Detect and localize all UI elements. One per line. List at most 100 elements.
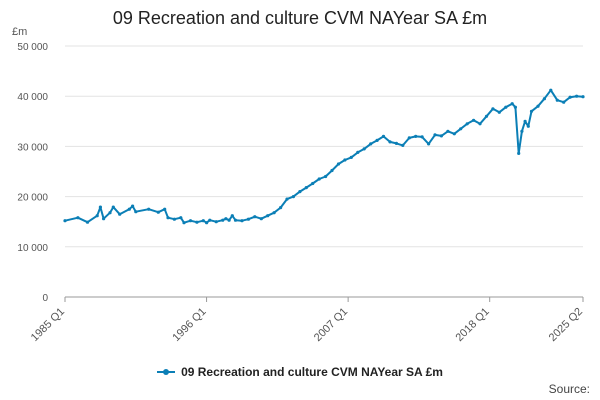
data-point[interactable] xyxy=(127,207,131,211)
data-point[interactable] xyxy=(401,143,405,147)
data-point[interactable] xyxy=(324,174,328,179)
data-point[interactable] xyxy=(562,100,566,104)
data-point[interactable] xyxy=(95,214,99,218)
data-point[interactable] xyxy=(259,217,263,221)
data-point[interactable] xyxy=(407,136,411,140)
data-point[interactable] xyxy=(336,162,341,166)
data-point[interactable] xyxy=(517,151,521,155)
data-point[interactable] xyxy=(478,122,482,126)
series-line xyxy=(64,89,584,224)
y-tick-label: 50 000 xyxy=(17,42,48,53)
data-point[interactable] xyxy=(330,168,334,173)
data-point[interactable] xyxy=(529,109,534,113)
data-point[interactable] xyxy=(240,219,244,223)
data-point[interactable] xyxy=(317,177,321,181)
y-tick-label: 10 000 xyxy=(17,243,48,254)
legend[interactable]: 09 Recreation and culture CVM NAYear SA … xyxy=(0,365,600,379)
data-point[interactable] xyxy=(311,181,315,186)
series-layer xyxy=(63,88,585,225)
data-point[interactable] xyxy=(568,95,572,99)
data-point[interactable] xyxy=(85,220,90,224)
data-point[interactable] xyxy=(182,221,186,225)
data-point[interactable] xyxy=(172,217,176,221)
data-point[interactable] xyxy=(285,197,289,201)
data-point[interactable] xyxy=(472,118,476,122)
data-point[interactable] xyxy=(156,210,160,214)
data-point[interactable] xyxy=(118,212,122,216)
data-point[interactable] xyxy=(491,107,495,111)
y-tick-label: 30 000 xyxy=(17,142,48,153)
data-point[interactable] xyxy=(111,205,115,209)
data-point[interactable] xyxy=(575,94,579,98)
x-tick-label: 1985 Q1 xyxy=(29,306,67,344)
data-point[interactable] xyxy=(279,206,283,210)
data-point[interactable] xyxy=(246,217,250,221)
data-point[interactable] xyxy=(362,147,366,151)
x-tick-label: 2007 Q1 xyxy=(312,306,350,344)
data-point[interactable] xyxy=(381,134,386,138)
data-point[interactable] xyxy=(298,190,302,194)
data-point[interactable] xyxy=(526,124,530,128)
data-point[interactable] xyxy=(375,138,379,142)
data-point[interactable] xyxy=(536,104,540,108)
data-point[interactable] xyxy=(233,218,238,222)
data-point[interactable] xyxy=(394,141,398,145)
data-point[interactable] xyxy=(497,110,501,114)
data-point[interactable] xyxy=(484,114,489,118)
data-point[interactable] xyxy=(555,98,559,102)
data-point[interactable] xyxy=(179,216,183,220)
data-point[interactable] xyxy=(549,88,553,92)
data-point[interactable] xyxy=(163,207,167,211)
data-point[interactable] xyxy=(542,97,547,101)
data-point[interactable] xyxy=(439,134,443,138)
data-point[interactable] xyxy=(581,95,585,99)
data-point[interactable] xyxy=(510,102,514,106)
data-point[interactable] xyxy=(504,105,508,109)
data-point[interactable] xyxy=(230,214,234,218)
data-point[interactable] xyxy=(459,127,463,131)
data-point[interactable] xyxy=(369,142,373,146)
data-point[interactable] xyxy=(201,219,205,223)
data-point[interactable] xyxy=(304,186,308,190)
data-point[interactable] xyxy=(195,220,199,224)
data-point[interactable] xyxy=(266,214,270,218)
data-point[interactable] xyxy=(102,217,106,221)
data-point[interactable] xyxy=(433,133,437,137)
x-axis-ticks: 1985 Q1 1996 Q1 2007 Q1 2018 Q1 2025 Q2 xyxy=(29,297,585,344)
data-point[interactable] xyxy=(452,132,456,136)
data-point[interactable] xyxy=(224,217,228,221)
data-point[interactable] xyxy=(520,129,524,133)
data-point[interactable] xyxy=(221,218,225,222)
data-point[interactable] xyxy=(343,158,347,162)
data-point[interactable] xyxy=(414,134,418,138)
data-point[interactable] xyxy=(523,119,527,123)
data-point[interactable] xyxy=(513,105,518,109)
data-point[interactable] xyxy=(349,155,353,159)
data-point[interactable] xyxy=(188,219,193,223)
data-point[interactable] xyxy=(214,220,218,224)
source-label: Source: xyxy=(548,382,590,396)
data-point[interactable] xyxy=(205,221,209,225)
data-point[interactable] xyxy=(446,129,450,133)
data-point[interactable] xyxy=(208,218,212,222)
legend-marker-icon xyxy=(157,369,176,375)
y-unit-label: £m xyxy=(12,26,28,38)
data-point[interactable] xyxy=(98,205,102,209)
data-point[interactable] xyxy=(131,204,135,208)
data-point[interactable] xyxy=(76,216,80,220)
data-point[interactable] xyxy=(147,207,151,211)
data-point[interactable] xyxy=(388,140,392,144)
data-point[interactable] xyxy=(227,218,231,222)
data-point[interactable] xyxy=(291,195,295,199)
data-point[interactable] xyxy=(108,211,112,215)
data-point[interactable] xyxy=(63,219,67,223)
data-point[interactable] xyxy=(420,135,424,139)
data-point[interactable] xyxy=(166,216,170,220)
x-tick-label: 2025 Q2 xyxy=(547,306,585,344)
data-point[interactable] xyxy=(356,150,360,154)
data-point[interactable] xyxy=(465,122,469,126)
data-point[interactable] xyxy=(253,215,257,219)
data-point[interactable] xyxy=(427,142,431,146)
data-point[interactable] xyxy=(272,211,276,215)
data-point[interactable] xyxy=(134,210,138,214)
